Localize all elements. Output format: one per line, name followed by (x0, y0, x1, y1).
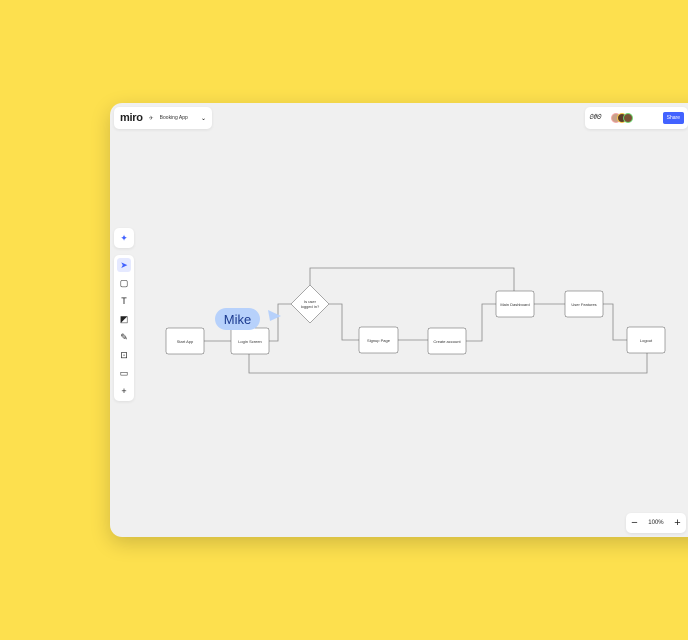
node-label[interactable]: Login Screen (238, 338, 262, 344)
comment-icon[interactable]: ▭ (119, 367, 129, 378)
node-signup (358, 326, 399, 354)
add-icon[interactable]: + (121, 386, 127, 396)
collab-bar: ᘛᘚ Share (585, 107, 688, 129)
connector-decision-dash (309, 267, 515, 291)
frame-icon[interactable]: ⊡ (120, 349, 128, 360)
connector-logout-login (248, 353, 648, 374)
zoom-level[interactable]: 100% (648, 520, 664, 526)
node-label[interactable]: Start App (176, 338, 194, 344)
zoom-in-button[interactable]: + (674, 517, 681, 529)
zoom-out-button[interactable]: − (631, 517, 638, 529)
node-label[interactable]: Logout (639, 337, 653, 343)
node-start (165, 327, 205, 355)
node-dash (495, 290, 535, 318)
avatars[interactable] (610, 113, 633, 123)
board-header: miro ✈ Booking App ⌄ (114, 107, 212, 129)
avatar[interactable] (622, 113, 633, 123)
pen-icon[interactable]: ✎ (120, 331, 128, 342)
node-features (564, 290, 604, 318)
node-label[interactable]: Main Dashboard (500, 301, 530, 307)
flow-shapes (165, 284, 666, 355)
chevron-down-icon[interactable]: ⌄ (200, 115, 206, 122)
share-button[interactable]: Share (662, 112, 684, 124)
connector-features-logout (603, 303, 627, 341)
sparkle-icon: ✦ (120, 232, 128, 243)
node-label[interactable]: Create account (433, 338, 461, 344)
miro-window: Start App Login Screen Is user logged in… (110, 103, 688, 537)
shapes-icon[interactable]: ◩ (119, 313, 129, 324)
left-toolbar: ➤ ▢ T ◩ ✎ ⊡ ▭ + (114, 255, 134, 401)
node-label[interactable]: Signup Page (367, 337, 390, 343)
connector-login-decision (269, 303, 291, 342)
board-icon: ✈ (148, 115, 154, 122)
select-arrow-icon[interactable]: ➤ (117, 258, 131, 272)
connector-decision-signup (329, 303, 359, 341)
flow-connectors (165, 267, 666, 374)
node-label[interactable]: Is user logged in? (300, 299, 320, 309)
collaborator-cursor-label: Mike (215, 308, 260, 330)
ai-assist-button[interactable]: ✦ (114, 228, 134, 248)
zoom-controls: − 100% + (626, 513, 686, 533)
text-icon[interactable]: T (121, 296, 127, 306)
node-create (427, 327, 467, 355)
reactions-icon[interactable]: ᘛᘚ (589, 114, 601, 121)
node-decision (290, 284, 330, 324)
cursor-arrow-icon (268, 310, 281, 321)
node-label[interactable]: User Features (571, 301, 597, 307)
sticky-note-icon[interactable]: ▢ (119, 277, 129, 288)
miro-logo: miro (120, 112, 143, 124)
connector-create-dash (466, 303, 496, 342)
board-name[interactable]: Booking App (159, 115, 188, 121)
node-logout (626, 326, 666, 354)
